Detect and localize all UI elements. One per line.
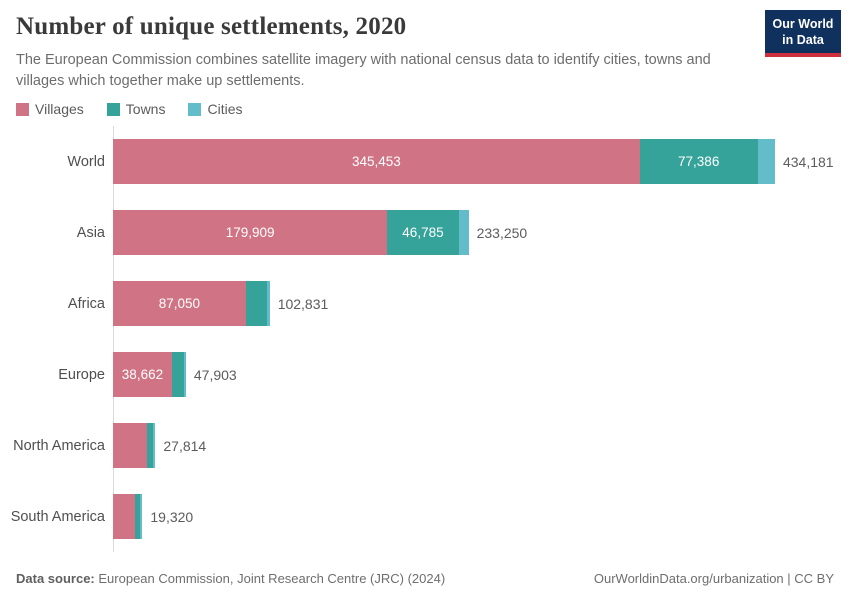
bar-value-label: 77,386 <box>678 154 720 169</box>
footer: Data source: European Commission, Joint … <box>16 571 834 586</box>
owid-logo-line2: in Data <box>782 32 824 47</box>
bar-segment-towns <box>171 352 184 397</box>
bar-segment-villages: 87,050 <box>113 281 246 326</box>
bar-segment-cities <box>183 352 186 397</box>
bar-segment-cities <box>140 494 143 539</box>
bar-chart: World 345,453 77,386 434,181 Asia 179,909 46,7… <box>0 126 850 552</box>
row-label: North America <box>13 437 105 454</box>
data-source-text: European Commission, Joint Research Cent… <box>98 571 446 586</box>
bar-segment-cities <box>153 423 156 468</box>
bar-segment-villages: 38,662 <box>113 352 172 397</box>
legend-swatch-icon <box>106 102 120 116</box>
stacked-bar <box>113 423 156 468</box>
row-label: Africa <box>67 295 105 312</box>
row-label: South America <box>10 508 105 525</box>
bar-row: Europe 38,662 47,903 <box>0 339 850 410</box>
legend-label: Towns <box>125 101 166 117</box>
bar-segment-towns <box>146 423 154 468</box>
legend-item-villages: Villages <box>16 101 84 117</box>
owid-logo: Our World in Data <box>765 10 841 58</box>
bar-value-label: 46,785 <box>402 225 444 240</box>
bar-wrap: 27,814 <box>113 423 206 468</box>
chart-subtitle: The European Commission combines satelli… <box>16 52 711 89</box>
stacked-bar: 345,453 77,386 <box>113 139 775 184</box>
credit-link: OurWorldinData.org/urbanization | CC BY <box>593 571 834 586</box>
bar-total-label: 47,903 <box>193 366 237 383</box>
bar-segment-cities <box>458 210 469 255</box>
bar-row: World 345,453 77,386 434,181 <box>0 126 850 197</box>
bar-total-label: 434,181 <box>782 153 834 170</box>
legend-item-towns: Towns <box>106 101 166 117</box>
bar-wrap: 87,050 102,831 <box>113 281 328 326</box>
bar-segment-villages: 179,909 <box>113 210 388 255</box>
row-label: Asia <box>76 224 105 241</box>
row-label: Europe <box>58 366 105 383</box>
bar-row: Africa 87,050 102,831 <box>0 268 850 339</box>
bar-segment-cities <box>757 139 775 184</box>
legend-label: Villages <box>35 101 84 117</box>
bar-segment-villages <box>113 423 147 468</box>
bar-segment-cities <box>266 281 270 326</box>
bar-total-label: 233,250 <box>476 224 528 241</box>
bar-row: South America 19,320 <box>0 481 850 552</box>
bar-wrap: 345,453 77,386 434,181 <box>113 139 834 184</box>
bar-value-label: 87,050 <box>158 296 200 311</box>
legend-item-cities: Cities <box>188 101 242 117</box>
bar-segment-villages: 345,453 <box>113 139 640 184</box>
bar-row: North America 27,814 <box>0 410 850 481</box>
legend: Villages Towns Cities <box>16 101 242 117</box>
bar-segment-towns: 46,785 <box>387 210 459 255</box>
legend-swatch-icon <box>188 102 202 116</box>
bar-total-label: 27,814 <box>163 437 207 454</box>
row-label: World <box>67 153 105 170</box>
bar-total-label: 102,831 <box>277 295 329 312</box>
legend-label: Cities <box>207 101 243 117</box>
page-title: Number of unique settlements, 2020 <box>16 13 407 40</box>
owid-logo-line1: Our World <box>772 17 834 31</box>
stacked-bar: 38,662 <box>113 352 186 397</box>
bar-value-label: 179,909 <box>225 225 275 240</box>
data-source-label: Data source: <box>16 571 95 586</box>
bar-segment-towns <box>134 494 141 539</box>
bar-wrap: 38,662 47,903 <box>113 352 237 397</box>
bar-wrap: 179,909 46,785 233,250 <box>113 210 527 255</box>
bar-value-label: 345,453 <box>351 154 401 169</box>
stacked-bar: 179,909 46,785 <box>113 210 469 255</box>
bar-total-label: 19,320 <box>150 508 194 525</box>
bar-value-label: 38,662 <box>121 367 164 382</box>
stacked-bar <box>113 494 143 539</box>
bar-segment-villages <box>113 494 135 539</box>
y-axis-line <box>113 126 114 552</box>
bar-segment-towns: 77,386 <box>639 139 758 184</box>
bar-segment-towns <box>245 281 267 326</box>
data-source: Data source: European Commission, Joint … <box>16 571 445 586</box>
stacked-bar: 87,050 <box>113 281 270 326</box>
bar-row: Asia 179,909 46,785 233,250 <box>0 197 850 268</box>
legend-swatch-icon <box>16 102 29 116</box>
bar-wrap: 19,320 <box>113 494 193 539</box>
